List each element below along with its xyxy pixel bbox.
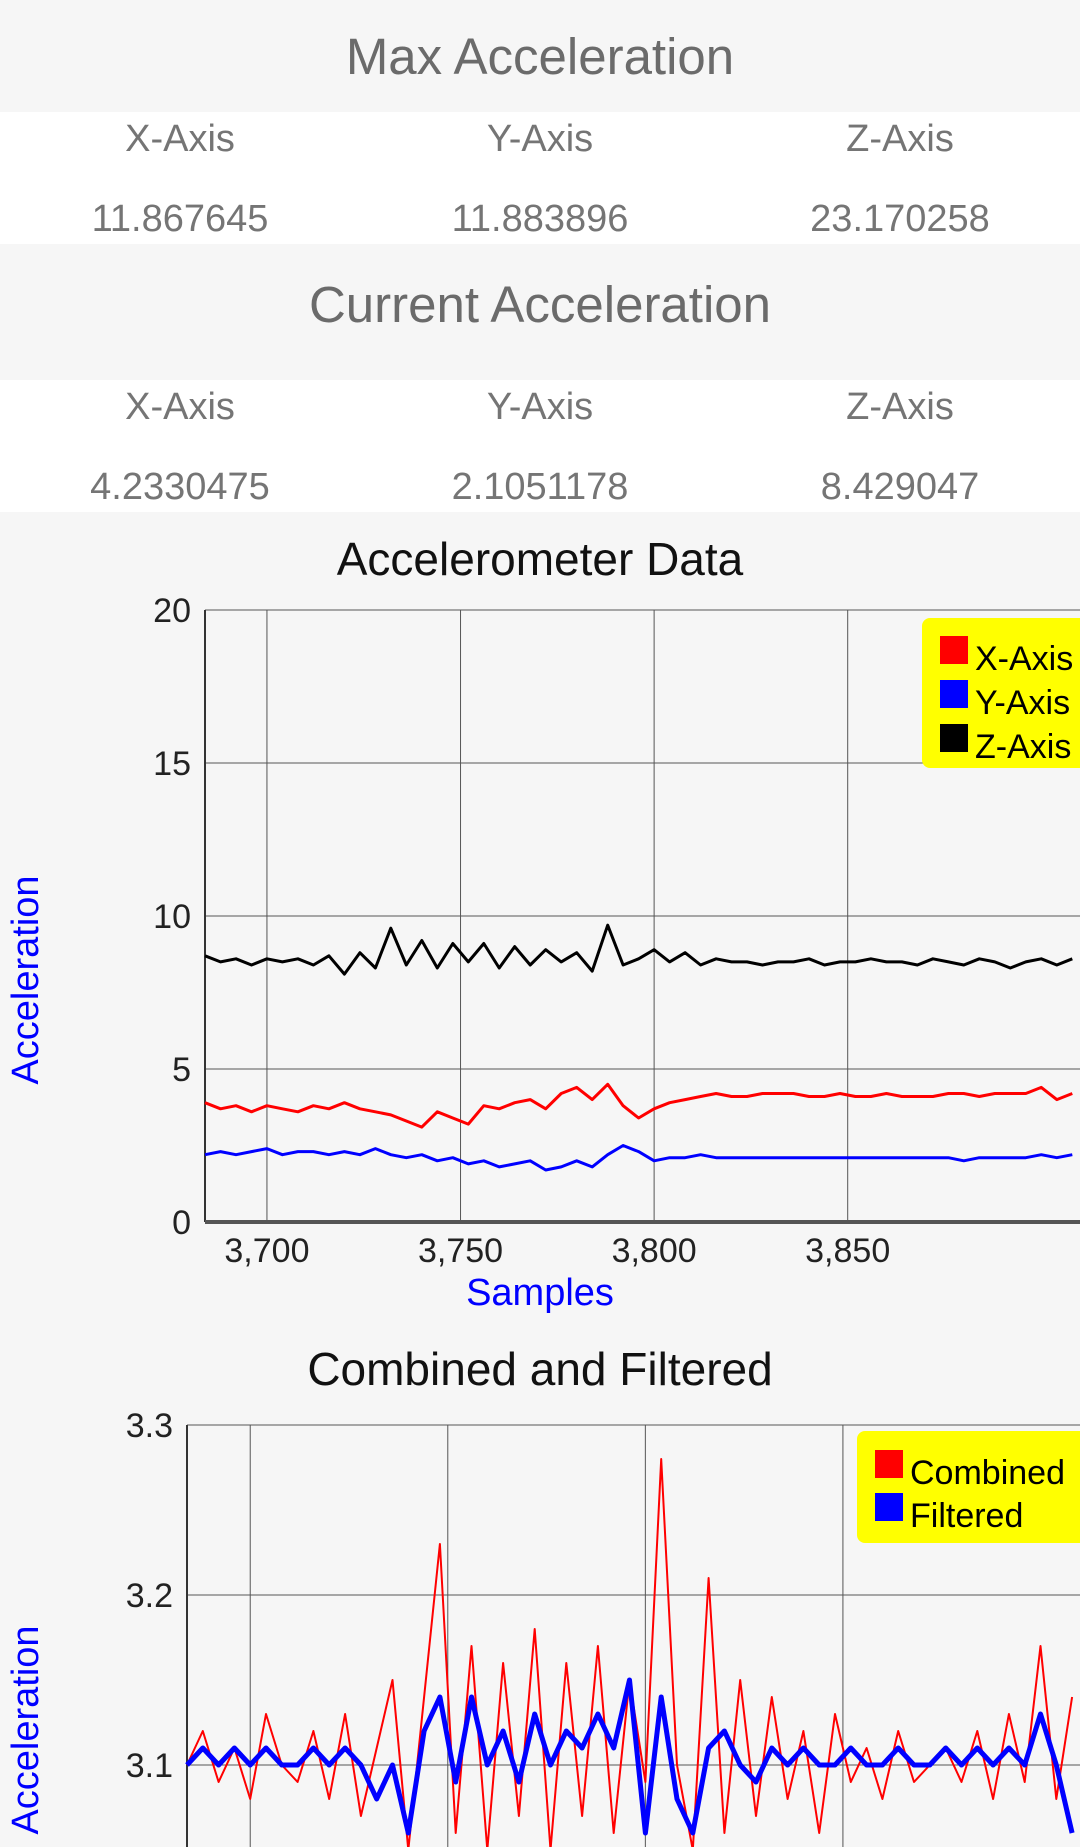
legend-swatch-x-axis (940, 636, 968, 664)
legend-swatch-filtered (875, 1493, 903, 1521)
current-acceleration-row: X-Axis Y-Axis Z-Axis 4.2330475 2.1051178… (0, 380, 1080, 512)
accelerometer-x-axis-label: Samples (466, 1272, 614, 1314)
current-y-axis-label: Y-Axis (486, 386, 594, 428)
legend-label-x-axis: X-Axis (975, 640, 1073, 678)
x-tick-label: 3,800 (612, 1232, 697, 1270)
max-z-axis-value: 23.170258 (810, 198, 990, 240)
y-tick-label: 10 (153, 898, 191, 936)
combined-filtered-chart[interactable]: Combined and Filtered Acceleration 3.1 3.… (0, 1330, 1080, 1847)
current-z-axis-value: 8.429047 (820, 466, 980, 508)
current-y-axis-value: 2.1051178 (451, 466, 629, 508)
max-y-axis-label: Y-Axis (486, 118, 594, 160)
max-x-axis-label: X-Axis (125, 118, 235, 160)
accelerometer-chart[interactable]: Accelerometer Data Acceleration Samples … (0, 530, 1080, 1320)
combined-legend: Combined Filtered (857, 1431, 1080, 1543)
accelerometer-chart-title: Accelerometer Data (337, 533, 744, 585)
series-line-filtered (185, 1677, 1075, 1836)
legend-swatch-combined (875, 1450, 903, 1478)
y-tick-label: 5 (172, 1051, 191, 1089)
accelerometer-legend: X-Axis Y-Axis Z-Axis (922, 618, 1080, 768)
max-y-axis-value: 11.883896 (451, 198, 629, 240)
legend-swatch-y-axis (940, 680, 968, 708)
x-tick-label: 3,700 (224, 1232, 309, 1270)
current-x-axis-label: X-Axis (125, 386, 235, 428)
legend-label-filtered: Filtered (910, 1497, 1023, 1535)
y-tick-label: 20 (153, 592, 191, 630)
y-tick-label: 15 (153, 745, 191, 783)
x-tick-label: 3,750 (418, 1232, 503, 1270)
current-z-axis-label: Z-Axis (846, 386, 954, 428)
legend-label-z-axis: Z-Axis (975, 728, 1071, 766)
y-tick-label: 3.1 (126, 1747, 173, 1785)
legend-swatch-z-axis (940, 724, 968, 752)
legend-background (857, 1431, 1080, 1543)
y-tick-label: 3.2 (126, 1577, 173, 1615)
accelerometer-y-axis-label: Acceleration (5, 875, 47, 1084)
y-tick-label: 0 (172, 1204, 191, 1242)
combined-y-axis-label: Acceleration (5, 1625, 47, 1834)
current-acceleration-title: Current Acceleration (0, 248, 1080, 360)
combined-chart-title: Combined and Filtered (307, 1343, 772, 1395)
max-acceleration-title: Max Acceleration (0, 0, 1080, 112)
series-line-z-axis (204, 923, 1073, 976)
series-line-x-axis (204, 1082, 1073, 1129)
max-x-axis-value: 11.867645 (91, 198, 269, 240)
max-acceleration-row: X-Axis Y-Axis Z-Axis 11.867645 11.883896… (0, 112, 1080, 244)
legend-label-combined: Combined (910, 1454, 1065, 1492)
y-tick-label: 3.3 (126, 1407, 173, 1445)
x-tick-label: 3,850 (805, 1232, 890, 1270)
current-x-axis-value: 4.2330475 (90, 466, 270, 508)
max-z-axis-label: Z-Axis (846, 118, 954, 160)
legend-label-y-axis: Y-Axis (975, 684, 1070, 722)
series-line-y-axis (204, 1144, 1073, 1172)
